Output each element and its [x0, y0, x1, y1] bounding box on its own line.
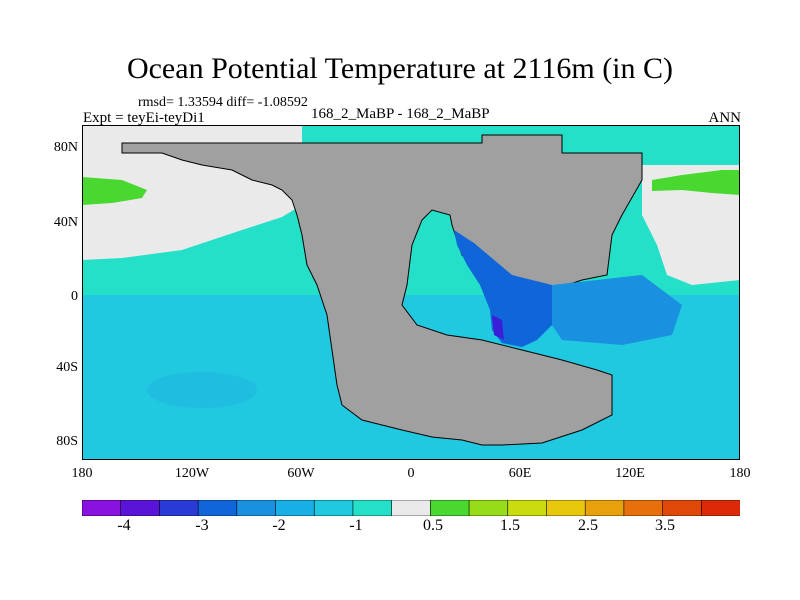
lat-label: 40N [53, 215, 78, 230]
cold-plume [552, 275, 682, 345]
case-label: 168_2_MaBP - 168_2_MaBP [311, 106, 490, 122]
colorbar-swatch [236, 500, 277, 516]
lon-label: 0 [407, 466, 415, 481]
colorbar-swatch [391, 500, 432, 516]
colorbar-swatch [313, 500, 354, 516]
colorbar-swatch [430, 500, 470, 516]
colorbar-swatch [584, 500, 625, 516]
colorbar-label: -1 [349, 517, 363, 534]
colorbar-label: 2.5 [578, 517, 598, 534]
lon-label: 60E [508, 466, 532, 481]
cold-patch-south-pacific [147, 372, 257, 408]
colorbar-label: -3 [195, 517, 209, 534]
colorbar-swatch [275, 500, 316, 516]
rmsd-diff-stats: rmsd= 1.33594 diff= -1.08592 [138, 95, 308, 110]
map-frame [82, 125, 740, 460]
warm-patch-east [652, 170, 740, 195]
colorbar-swatch [507, 500, 548, 516]
lat-label: 0 [71, 289, 78, 304]
warm-patch-west [82, 177, 147, 205]
cold-core [454, 230, 562, 347]
near-zero-north-atlantic [642, 165, 740, 285]
lon-label: 60W [287, 466, 315, 481]
colorbar-swatch [468, 500, 509, 516]
lat-label: 80N [53, 140, 78, 155]
lon-label: 180 [71, 466, 93, 481]
colorbar-swatch [700, 500, 740, 516]
colorbar-label: 0.5 [423, 517, 443, 534]
plot-title: Ocean Potential Temperature at 2116m (in… [126, 52, 674, 85]
colorbar-swatch [662, 500, 703, 516]
colorbar-label: 3.5 [655, 517, 675, 534]
colorbar-swatch [82, 500, 122, 516]
experiment-label: Expt = teyEi-teyDi1 [83, 110, 205, 126]
lon-label: 120E [615, 466, 645, 481]
colorbar-swatch [120, 500, 161, 516]
season-label: ANN [708, 110, 742, 126]
colorbar-label: -4 [117, 517, 131, 534]
colorbar-label: -2 [272, 517, 286, 534]
lon-label: 180 [729, 466, 751, 481]
colorbar-swatch [546, 500, 586, 516]
temperature-map [82, 125, 740, 460]
colorbar-swatch [352, 500, 393, 516]
lat-label: 40S [56, 360, 78, 375]
colorbar-swatch [623, 500, 664, 516]
colorbar-swatch [159, 500, 199, 516]
cold-extreme [492, 315, 504, 340]
colorbar-label: 1.5 [500, 517, 520, 534]
colorbar-swatch [197, 500, 238, 516]
colorbar [82, 500, 740, 516]
land-mass [121, 134, 643, 446]
lat-label: 80S [56, 434, 78, 449]
lon-label: 120W [174, 466, 210, 481]
